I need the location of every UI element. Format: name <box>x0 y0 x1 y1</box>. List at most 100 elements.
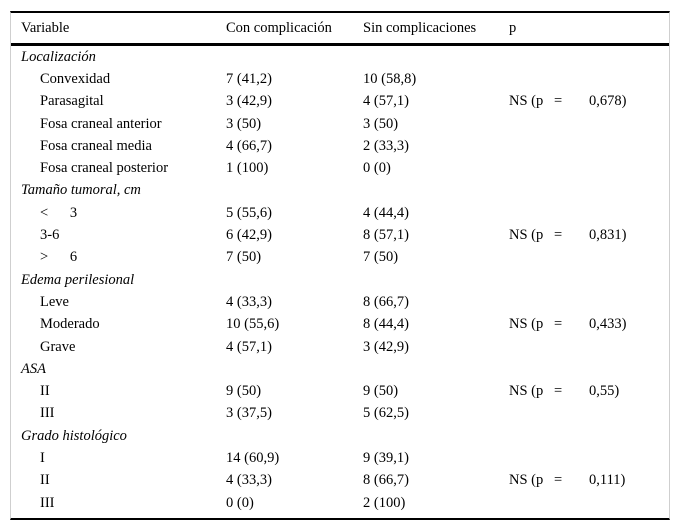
cell-sin: 8 (44,4) <box>363 316 409 333</box>
cell-sin: 9 (39,1) <box>363 449 409 466</box>
table-header-row: Variable Con complicación Sin complicaci… <box>11 13 669 46</box>
table-row: < 3 5 (55,6) 4 (44,4) <box>11 202 669 224</box>
p-equals: = <box>554 472 563 489</box>
cell-con: 9 (50) <box>226 383 262 400</box>
table-row: 3-6 6 (42,9) 8 (57,1) NS (p = 0,831) <box>11 224 669 246</box>
p-equals: = <box>554 383 563 400</box>
p-value: 0,55) <box>589 383 620 400</box>
cell-sin: 4 (57,1) <box>363 93 409 110</box>
cell-sin: 7 (50) <box>363 249 399 266</box>
table-row: Moderado 10 (55,6) 8 (44,4) NS (p = 0,433) <box>11 314 669 336</box>
row-label: II <box>40 383 50 400</box>
table-row-category: Localización <box>11 46 669 68</box>
row-label: I <box>40 449 45 466</box>
row-label: Moderado <box>40 316 100 333</box>
cell-con: 5 (55,6) <box>226 204 272 221</box>
table-row: II 9 (50) 9 (50) NS (p = 0,55) <box>11 380 669 402</box>
column-header-sin-complicaciones: Sin complicaciones <box>363 19 477 36</box>
cell-con: 4 (33,3) <box>226 472 272 489</box>
table-body: Localización Convexidad 7 (41,2) 10 (58,… <box>11 46 669 518</box>
row-label: Grado histológico <box>21 427 127 444</box>
p-value: 0,831) <box>589 227 627 244</box>
cell-sin: 8 (66,7) <box>363 472 409 489</box>
p-ns-label: NS (p <box>509 472 544 489</box>
row-label: < 3 <box>40 204 78 221</box>
cell-p: NS (p = 0,831) <box>509 227 669 244</box>
column-header-variable: Variable <box>21 19 70 36</box>
table-row: Grave 4 (57,1) 3 (42,9) <box>11 336 669 358</box>
p-ns-label: NS (p <box>509 316 544 333</box>
p-equals: = <box>554 227 563 244</box>
row-label: II <box>40 472 50 489</box>
table-row: II 4 (33,3) 8 (66,7) NS (p = 0,111) <box>11 470 669 492</box>
row-label: > 6 <box>40 249 78 266</box>
column-header-con-complicacion: Con complicación <box>226 19 332 36</box>
table-row: I 14 (60,9) 9 (39,1) <box>11 447 669 469</box>
cell-sin: 8 (66,7) <box>363 293 409 310</box>
cell-con: 0 (0) <box>226 494 254 511</box>
p-ns-label: NS (p <box>509 383 544 400</box>
row-label: Grave <box>40 338 76 355</box>
column-header-p: p <box>509 19 517 36</box>
row-label: Convexidad <box>40 70 111 87</box>
cell-con: 3 (37,5) <box>226 405 272 422</box>
row-label: Fosa craneal media <box>40 137 152 154</box>
cell-sin: 3 (50) <box>363 115 399 132</box>
cell-con: 4 (66,7) <box>226 137 272 154</box>
cell-sin: 5 (62,5) <box>363 405 409 422</box>
cell-sin: 9 (50) <box>363 383 399 400</box>
p-ns-label: NS (p <box>509 93 544 110</box>
table-row: > 6 7 (50) 7 (50) <box>11 247 669 269</box>
statistics-table: Variable Con complicación Sin complicaci… <box>10 11 670 521</box>
p-value: 0,433) <box>589 316 627 333</box>
row-label: Parasagital <box>40 93 104 110</box>
cell-con: 3 (50) <box>226 115 262 132</box>
cell-sin: 10 (58,8) <box>363 70 417 87</box>
row-label: 3-6 <box>40 227 60 244</box>
table-row: Fosa craneal anterior 3 (50) 3 (50) <box>11 113 669 135</box>
table-row: Fosa craneal media 4 (66,7) 2 (33,3) <box>11 135 669 157</box>
row-label: III <box>40 494 55 511</box>
p-ns-label: NS (p <box>509 227 544 244</box>
row-label: Leve <box>40 293 69 310</box>
row-label: Localización <box>21 48 96 65</box>
table-row-category: Tamaño tumoral, cm <box>11 180 669 202</box>
table-row: III 3 (37,5) 5 (62,5) <box>11 403 669 425</box>
row-label: Fosa craneal posterior <box>40 160 169 177</box>
p-equals: = <box>554 93 563 110</box>
cell-con: 7 (50) <box>226 249 262 266</box>
p-equals: = <box>554 316 563 333</box>
cell-con: 6 (42,9) <box>226 227 272 244</box>
cell-sin: 8 (57,1) <box>363 227 409 244</box>
row-label: Tamaño tumoral, cm <box>21 182 141 199</box>
cell-sin: 2 (100) <box>363 494 406 511</box>
cell-sin: 3 (42,9) <box>363 338 409 355</box>
row-label: ASA <box>21 360 46 377</box>
cell-p: NS (p = 0,433) <box>509 316 669 333</box>
cell-con: 14 (60,9) <box>226 449 280 466</box>
cell-sin: 0 (0) <box>363 160 391 177</box>
table-row-category: Edema perilesional <box>11 269 669 291</box>
row-label: Edema perilesional <box>21 271 135 288</box>
p-value: 0,678) <box>589 93 627 110</box>
cell-con: 10 (55,6) <box>226 316 280 333</box>
row-label: III <box>40 405 55 422</box>
cell-p: NS (p = 0,111) <box>509 472 669 489</box>
row-label: Fosa craneal anterior <box>40 115 162 132</box>
table-row: III 0 (0) 2 (100) <box>11 492 669 514</box>
table-row: Leve 4 (33,3) 8 (66,7) <box>11 291 669 313</box>
table-row: Fosa craneal posterior 1 (100) 0 (0) <box>11 157 669 179</box>
cell-con: 7 (41,2) <box>226 70 272 87</box>
table-row-category: Grado histológico <box>11 425 669 447</box>
cell-p: NS (p = 0,678) <box>509 93 669 110</box>
table-row: Parasagital 3 (42,9) 4 (57,1) NS (p = 0,67… <box>11 91 669 113</box>
cell-con: 1 (100) <box>226 160 269 177</box>
table-row: Convexidad 7 (41,2) 10 (58,8) <box>11 68 669 90</box>
cell-con: 4 (57,1) <box>226 338 272 355</box>
table-row-category: ASA <box>11 358 669 380</box>
cell-con: 4 (33,3) <box>226 293 272 310</box>
cell-sin: 4 (44,4) <box>363 204 409 221</box>
cell-p: NS (p = 0,55) <box>509 383 669 400</box>
cell-sin: 2 (33,3) <box>363 137 409 154</box>
p-value: 0,111) <box>589 472 626 489</box>
